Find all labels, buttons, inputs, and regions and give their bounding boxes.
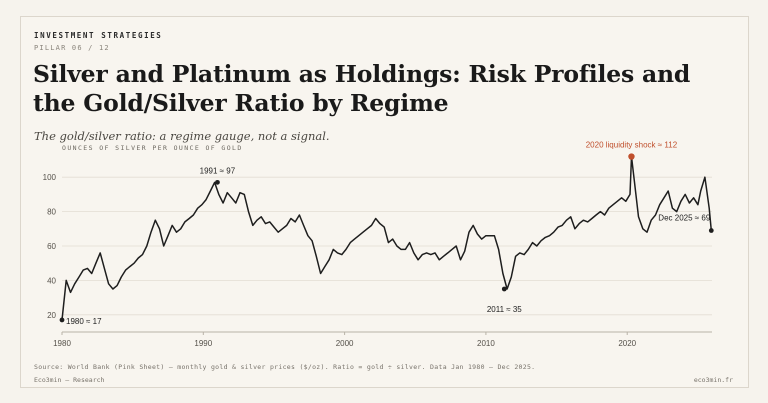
annotation-point (59, 317, 65, 323)
page-title: Silver and Platinum as Holdings: Risk Pr… (33, 60, 691, 117)
x-tick-label: 2020 (618, 339, 636, 348)
y-tick-label: 40 (47, 276, 56, 285)
annotation-point (501, 286, 507, 292)
x-tick-label: 2010 (477, 339, 495, 348)
chart-subtitle: The gold/silver ratio: a regime gauge, n… (34, 129, 330, 143)
annotation-label: 2011 ≈ 35 (487, 305, 522, 314)
annotation-label: 2020 liquidity shock ≈ 112 (586, 141, 678, 150)
annotation-point (628, 153, 635, 160)
x-tick-label: 1990 (194, 339, 212, 348)
y-tick-label: 80 (47, 208, 56, 217)
y-tick-label: 20 (47, 311, 56, 320)
annotation-label: Dec 2025 ≈ 69 (658, 214, 711, 223)
y-tick-label: 100 (43, 173, 57, 182)
y-tick-label: 60 (47, 242, 56, 251)
annotation-label: 1991 ≈ 97 (200, 166, 236, 175)
site-link[interactable]: eco3min.fr (693, 376, 733, 384)
annotation-point (215, 179, 220, 185)
pillar-label: PILLAR 06 / 12 (34, 44, 110, 52)
section-kicker: INVESTMENT STRATEGIES (34, 31, 163, 40)
x-tick-label: 1980 (53, 339, 71, 348)
brand-label: Eco3min — Research (34, 376, 105, 384)
annotation-point (708, 228, 714, 233)
ratio-series-line (61, 155, 713, 321)
source-note: Source: World Bank (Pink Sheet) — monthl… (34, 363, 536, 371)
x-tick-label: 2000 (336, 339, 354, 348)
y-axis-label: OUNCES OF SILVER PER OUNCE OF GOLD (62, 144, 243, 152)
chart-card (20, 16, 749, 388)
annotation-label: 1980 ≈ 17 (66, 317, 102, 326)
